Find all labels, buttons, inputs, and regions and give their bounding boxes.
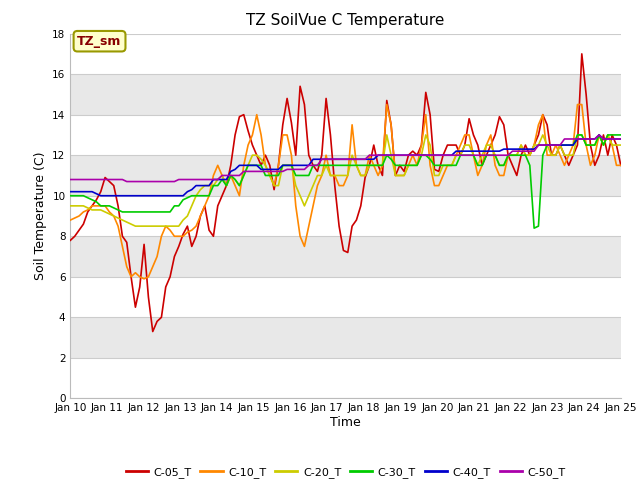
- Bar: [70, 236, 621, 277]
- Bar: [70, 115, 621, 155]
- Bar: [70, 155, 621, 196]
- Bar: [70, 277, 621, 317]
- Bar: [70, 34, 621, 74]
- Title: TZ SoilVue C Temperature: TZ SoilVue C Temperature: [246, 13, 445, 28]
- Legend: C-05_T, C-10_T, C-20_T, C-30_T, C-40_T, C-50_T: C-05_T, C-10_T, C-20_T, C-30_T, C-40_T, …: [121, 462, 570, 480]
- Bar: [70, 196, 621, 236]
- Bar: [70, 358, 621, 398]
- Bar: [70, 74, 621, 115]
- Text: TZ_sm: TZ_sm: [77, 35, 122, 48]
- Bar: [70, 317, 621, 358]
- Y-axis label: Soil Temperature (C): Soil Temperature (C): [34, 152, 47, 280]
- X-axis label: Time: Time: [330, 416, 361, 429]
